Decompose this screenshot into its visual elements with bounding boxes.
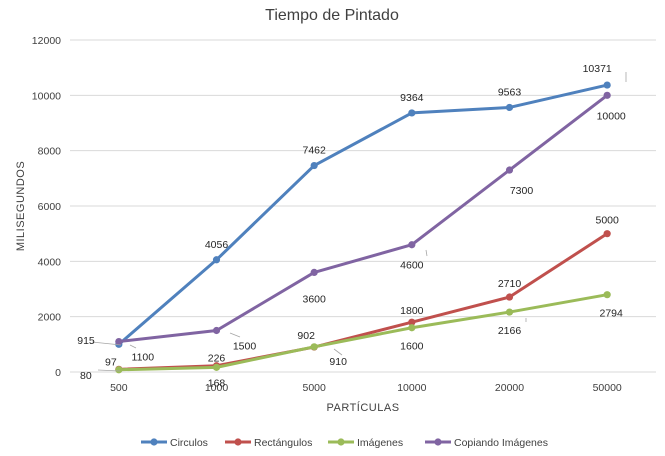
data-label: 2166 [498,325,522,337]
x-tick-label: 500 [110,382,128,394]
data-point [408,324,416,332]
series-imágenes [115,291,611,374]
data-label: 2794 [599,308,623,320]
data-point [505,103,514,112]
data-label: 4600 [400,260,424,272]
data-point [408,241,416,249]
y-tick-label: 2000 [38,312,62,324]
data-label: 10000 [597,110,626,122]
y-tick-label: 8000 [38,146,62,158]
data-point [212,326,221,335]
leader-line [129,344,137,349]
leader-line [91,341,122,346]
data-point [603,230,611,238]
data-point [115,366,123,374]
legend-item: Rectángulos [225,437,312,449]
y-tick-label: 10000 [32,90,61,102]
legend-marker [234,438,242,446]
legend-label: Imágenes [357,437,403,449]
leader-line [425,249,428,257]
legend-item: Imágenes [328,437,403,449]
data-label: 1600 [400,341,424,353]
data-point [603,291,611,299]
data-label: 9563 [498,86,522,98]
legend: Circulos Rectángulos Imágenes Copiando Imág… [141,437,548,449]
gridlines [70,39,656,373]
series-line [117,232,609,371]
data-label: 902 [297,330,315,342]
series-line [117,83,609,346]
x-axis-title: PARTÍCULAS [326,401,399,414]
legend-marker [337,438,345,446]
y-tick-label: 4000 [38,256,62,268]
chart-title: Tiempo de Pintado [265,7,399,24]
data-label: 5000 [595,215,619,227]
y-tick-label: 6000 [38,201,62,213]
data-label: 1800 [400,305,424,317]
data-label: 10371 [583,63,612,75]
data-label: 1100 [132,352,155,364]
x-axis-ticks: 500 1000 5000 10000 20000 50000 [110,382,622,394]
leader-line [229,332,241,338]
series-rectángulos [115,230,611,373]
series-copiando-imágenes [115,91,611,346]
y-axis-title: MILISEGUNDOS [15,161,27,251]
data-point [408,318,416,326]
data-label: 226 [208,353,226,365]
data-label: 7462 [302,145,326,157]
data-label: 168 [208,377,226,389]
data-point [505,293,514,301]
x-tick-label: 10000 [397,382,426,394]
series-lines [115,81,611,374]
data-point [310,161,318,170]
y-tick-label: 12000 [32,35,61,47]
y-axis-ticks: 0 2000 4000 6000 8000 10000 12000 [32,35,61,379]
data-label: 915 [77,335,95,347]
legend-label: Circulos [170,437,208,449]
y-tick-label: 0 [55,367,61,379]
data-label: 910 [329,356,347,368]
legend-label: Copiando Imágenes [454,437,548,449]
data-label: 3600 [302,293,326,305]
leader-line [97,369,121,372]
x-tick-label: 20000 [495,382,524,394]
data-label: 9364 [400,92,424,104]
data-point [310,268,318,276]
leader-line [333,348,343,356]
series-line [117,293,609,372]
legend-item: Copiando Imágenes [425,437,548,449]
data-label: 97 [105,356,117,368]
data-point [212,256,221,264]
x-tick-label: 5000 [302,382,326,394]
data-point [115,337,123,346]
data-point [310,343,318,351]
data-point [603,91,611,99]
x-tick-label: 1000 [205,382,229,394]
data-label: 4056 [205,239,229,251]
data-labels: 4056 7462 9364 9563 10371 97 226 902 1800 2710 500… [77,63,627,389]
data-point [505,166,514,174]
data-point [505,308,514,316]
legend-item: Circulos [141,437,208,449]
legend-label: Rectángulos [254,437,312,449]
legend-marker [150,438,158,446]
data-point [408,109,416,117]
data-label: 2710 [498,278,522,290]
x-tick-label: 50000 [593,382,622,394]
series-line [117,93,609,344]
data-point [212,363,221,371]
data-point [603,81,611,89]
data-label: 7300 [510,185,534,197]
legend-marker [434,438,442,446]
data-label: 1500 [233,341,257,353]
data-label: 80 [80,370,92,382]
